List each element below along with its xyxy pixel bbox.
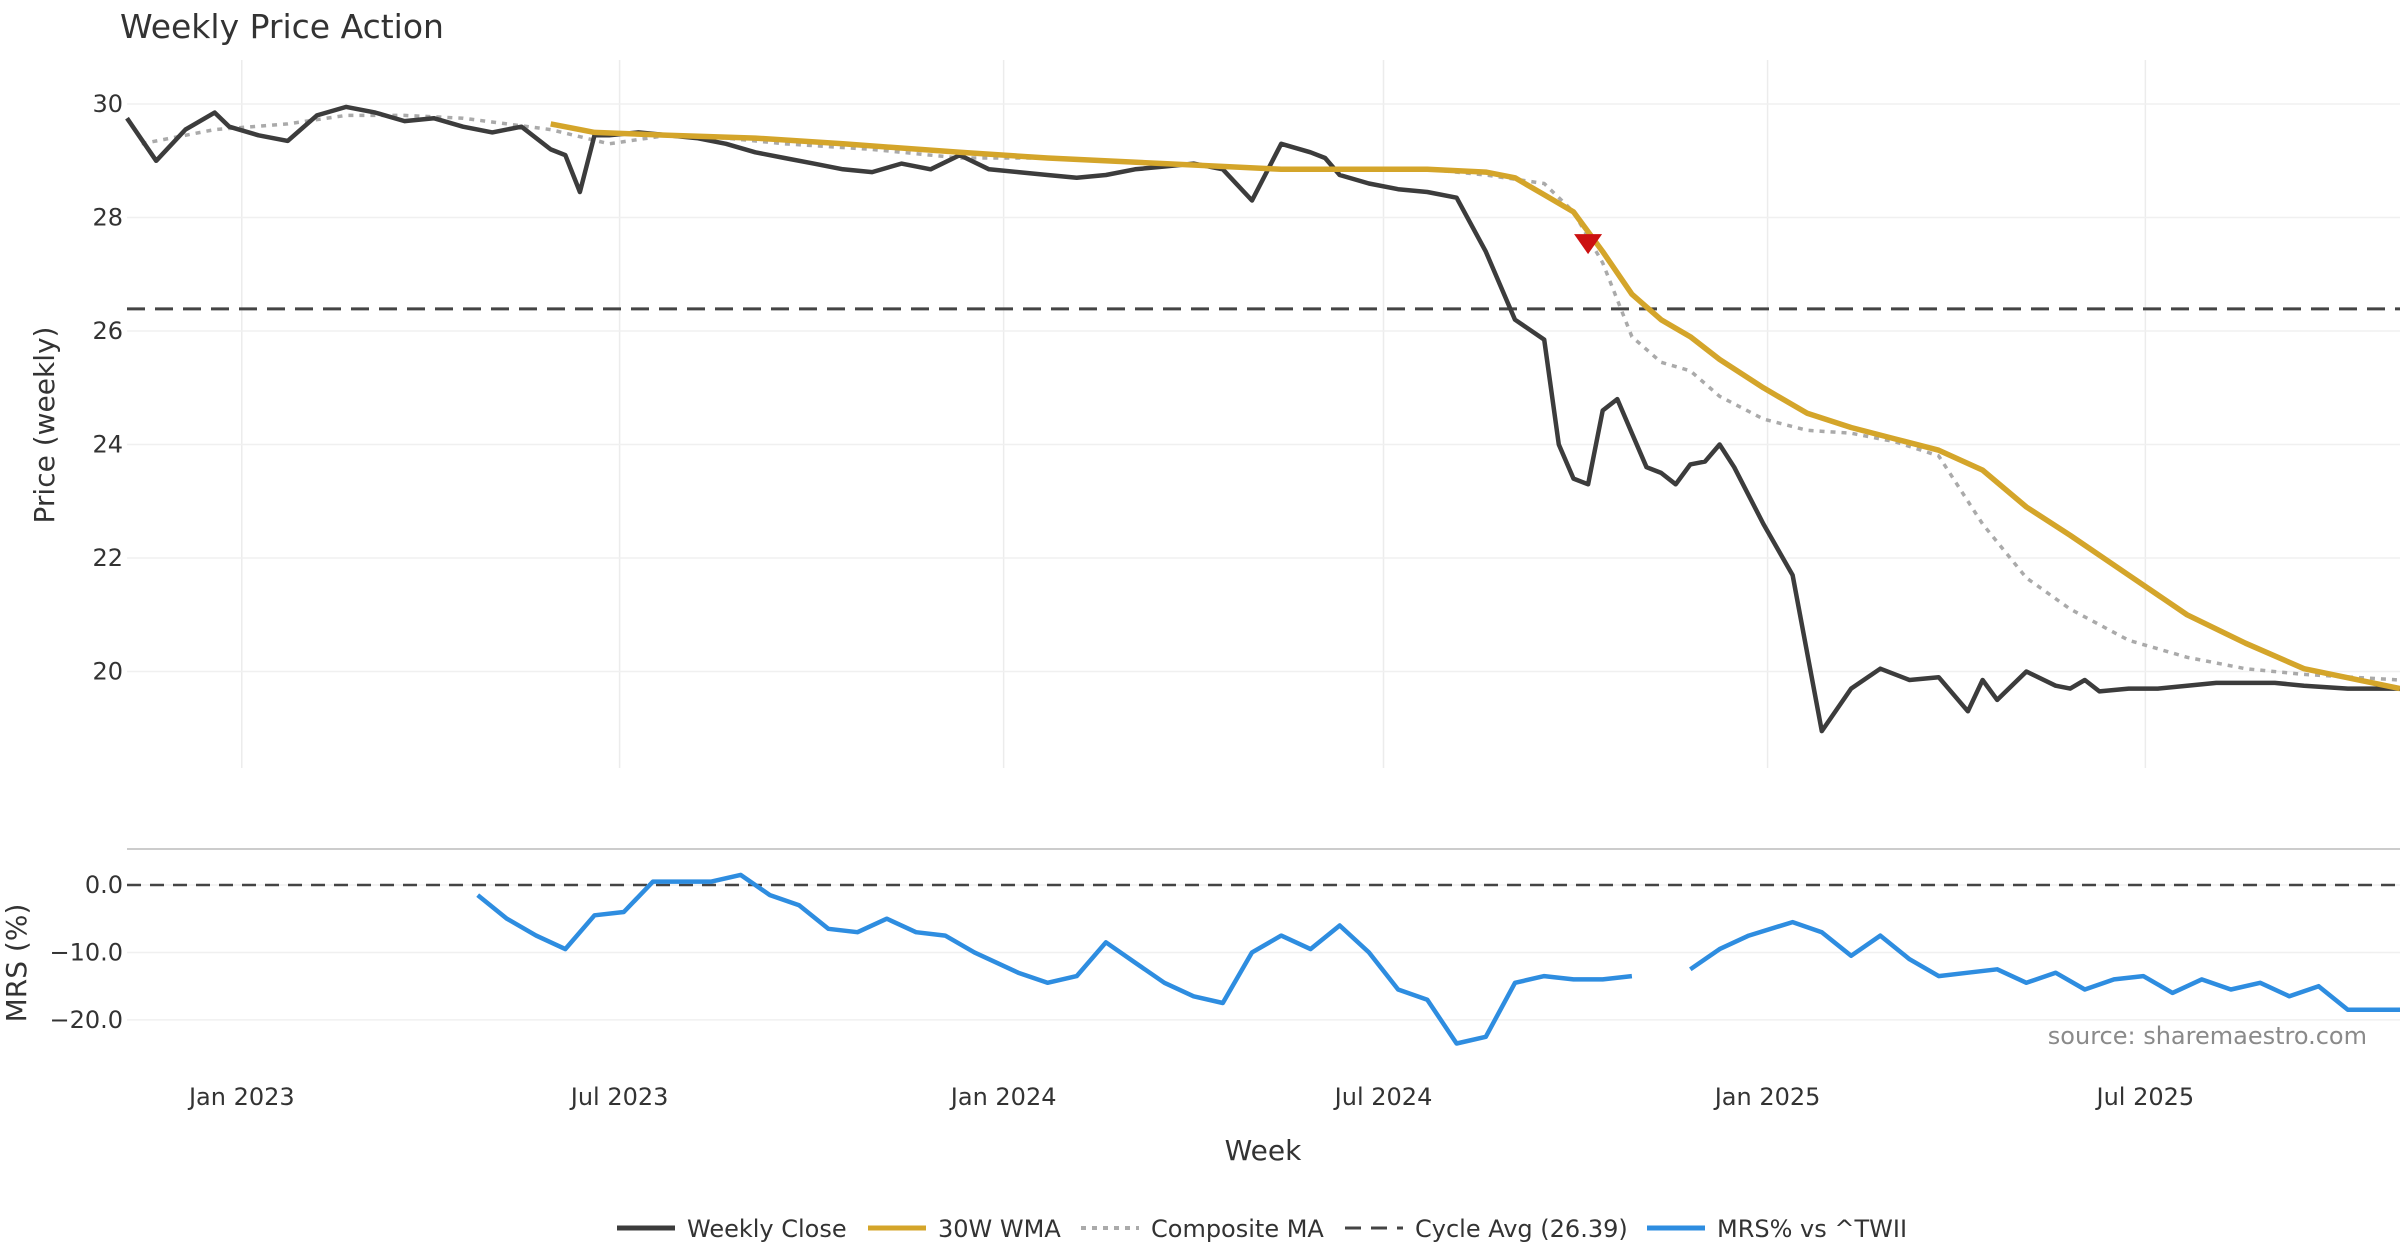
- price-y-tick-label: 30: [92, 90, 123, 118]
- x-axis-ticks: Jan 2023 Jul 2023 Jan 2024 Jul 2024 Jan 2025…: [187, 1083, 2194, 1111]
- x-tick-label: Jan 2025: [1713, 1083, 1821, 1111]
- legend-label-cycle: Cycle Avg (26.39): [1415, 1215, 1628, 1243]
- mrs-panel-grid: [127, 884, 2400, 1021]
- mrs-y-axis-title: MRS (%): [0, 904, 33, 1023]
- x-tick-label: Jul 2024: [1333, 1083, 1433, 1111]
- legend-label-mrs: MRS% vs ^TWII: [1717, 1215, 1907, 1243]
- legend-label-close: Weekly Close: [687, 1215, 847, 1243]
- x-axis-title: Week: [1225, 1134, 1302, 1167]
- mrs-y-tick-label: −20.0: [49, 1006, 123, 1034]
- mrs-line: [476, 872, 2400, 1046]
- legend-label-wma: 30W WMA: [938, 1215, 1061, 1243]
- legend-label-composite: Composite MA: [1151, 1215, 1324, 1243]
- price-y-tick-label: 26: [92, 317, 123, 345]
- mrs-y-tick-label: 0.0: [85, 871, 123, 899]
- x-tick-label: Jul 2025: [2095, 1083, 2195, 1111]
- sell-signal-marker: [1574, 234, 1603, 255]
- x-tick-label: Jan 2024: [949, 1083, 1057, 1111]
- x-tick-label: Jan 2023: [187, 1083, 295, 1111]
- price-panel-grid: [127, 60, 2400, 768]
- price-y-tick-label: 20: [92, 658, 123, 686]
- price-y-tick-label: 22: [92, 544, 123, 572]
- price-y-tick-label: 24: [92, 431, 123, 459]
- price-y-tick-label: 28: [92, 204, 123, 232]
- price-y-axis-title: Price (weekly): [28, 327, 61, 524]
- price-y-ticks: 20 22 24 26 28 30: [92, 90, 123, 685]
- mrs-series-layer: [127, 872, 2400, 1046]
- composite-ma-line: [141, 113, 2400, 682]
- source-note: source: sharemaestro.com: [2048, 1022, 2367, 1050]
- wma-30w-line: [550, 121, 2400, 692]
- mrs-y-ticks: 0.0 −10.0 −20.0: [49, 871, 123, 1034]
- price-series-layer: [125, 104, 2400, 734]
- weekly-close-line: [125, 104, 2400, 734]
- chart-legend: Weekly Close 30W WMA Composite MA Cycle Avg…: [617, 1215, 1907, 1243]
- x-tick-label: Jul 2023: [569, 1083, 669, 1111]
- chart-title: Weekly Price Action: [120, 7, 444, 46]
- mrs-y-tick-label: −10.0: [49, 938, 123, 966]
